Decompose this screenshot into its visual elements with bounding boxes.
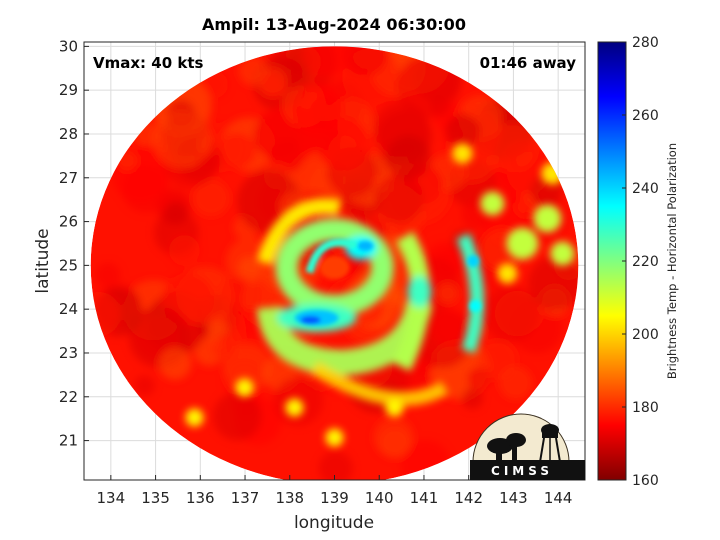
texture-cell [431,307,470,347]
chart-title: Ampil: 13-Aug-2024 06:30:00 [202,15,466,34]
northeast-cell [497,263,518,284]
y-axis-ticks: 21 22 23 24 25 26 27 28 29 30 [59,37,89,450]
colorbar-tick-label: 220 [632,254,659,270]
texture-cell [481,285,539,343]
texture-cell [528,256,579,311]
texture-cell [302,46,350,78]
texture-cell [437,282,459,304]
x-tick-label: 140 [365,489,394,507]
outer-band-cell [469,300,482,313]
x-tick-label: 144 [544,489,573,507]
northeast-cell [452,143,473,164]
y-tick-label: 29 [59,81,78,99]
northeast-cell [533,204,562,233]
colorbar-tick-label: 260 [632,108,659,124]
texture-cell [237,256,262,280]
scattered-cell [385,398,404,417]
x-tick-label: 141 [410,489,439,507]
colorbar-tick-label: 160 [632,473,659,489]
scattered-cell [285,398,304,417]
y-tick-label: 27 [59,169,78,187]
core-details [294,238,482,326]
cimss-logo: CIMSS [470,413,585,480]
y-tick-label: 26 [59,213,78,231]
colorbar-tick-label: 200 [632,327,659,343]
x-tick-label: 135 [141,489,170,507]
y-tick-label: 28 [59,125,78,143]
texture-cell [169,235,200,266]
time-away-annotation: 01:46 away [480,54,577,72]
texture-cell [386,135,431,180]
texture-cell [134,375,155,396]
texture-cell [90,291,121,337]
x-tick-label: 138 [275,489,304,507]
y-tick-label: 22 [59,388,78,406]
colorbar-tick-label: 280 [632,35,659,51]
texture-cell [219,132,257,170]
texture-cell [466,366,491,391]
texture-cell [373,417,414,458]
texture-cell [316,117,370,171]
logo-text: CIMSS [491,464,553,478]
y-tick-label: 21 [59,432,78,450]
texture-cell [256,65,289,97]
northeast-cell [480,191,505,216]
texture-cell [461,387,484,410]
north-arc-peak [357,240,374,251]
scattered-cell [185,408,204,427]
x-tick-label: 136 [186,489,215,507]
vmax-annotation: Vmax: 40 kts [93,54,203,72]
colorbar-tick-label: 240 [632,181,659,197]
scattered-cell [325,428,344,447]
x-axis-label: longitude [294,513,374,533]
x-tick-label: 139 [320,489,349,507]
colorbar-label: Brightness Temp - Horizontal Polarizatio… [665,143,679,379]
texture-cell [158,347,192,380]
texture-cell [95,262,121,288]
eye [319,255,350,280]
east-band-core [407,275,432,308]
colorbar-ticks: 160 180 200 220 240 260 280 [622,35,659,489]
texture-cell [223,343,272,392]
x-tick-label: 142 [454,489,483,507]
outer-band-cell [467,255,480,268]
y-tick-label: 30 [59,37,78,55]
southwest-band-peak [300,315,321,324]
eyewall-arc [305,238,358,274]
satellite-dish-icon [487,433,526,462]
colorbar-tick-label: 180 [632,400,659,416]
texture-cell [152,109,212,169]
texture-cell [213,392,262,441]
texture-cell [429,96,450,118]
x-tick-label: 137 [231,489,260,507]
y-tick-label: 24 [59,300,78,318]
northeast-cell [550,241,575,266]
outer-band [456,233,485,354]
y-tick-label: 23 [59,344,78,362]
colorbar [597,41,627,481]
northwest-arm [256,198,341,266]
texture-cell [318,451,353,480]
water-tower-icon [539,424,561,463]
x-tick-label: 134 [97,489,126,507]
scattered-cell [235,378,254,397]
x-tick-label: 143 [499,489,528,507]
logo-banner [470,460,585,480]
texture-cell [211,335,237,361]
texture-cell [374,174,424,224]
texture-cell [499,366,533,400]
y-tick-label: 25 [59,256,78,274]
texture-cell [342,46,389,76]
y-axis-label: latitude [33,228,53,293]
southern-fragment [310,361,449,406]
northeast-cell [506,227,539,260]
x-axis-ticks: 134 135 136 137 138 139 140 141 142 143 144 [97,475,573,507]
texture-cell [445,114,480,148]
texture-cell [192,179,230,217]
